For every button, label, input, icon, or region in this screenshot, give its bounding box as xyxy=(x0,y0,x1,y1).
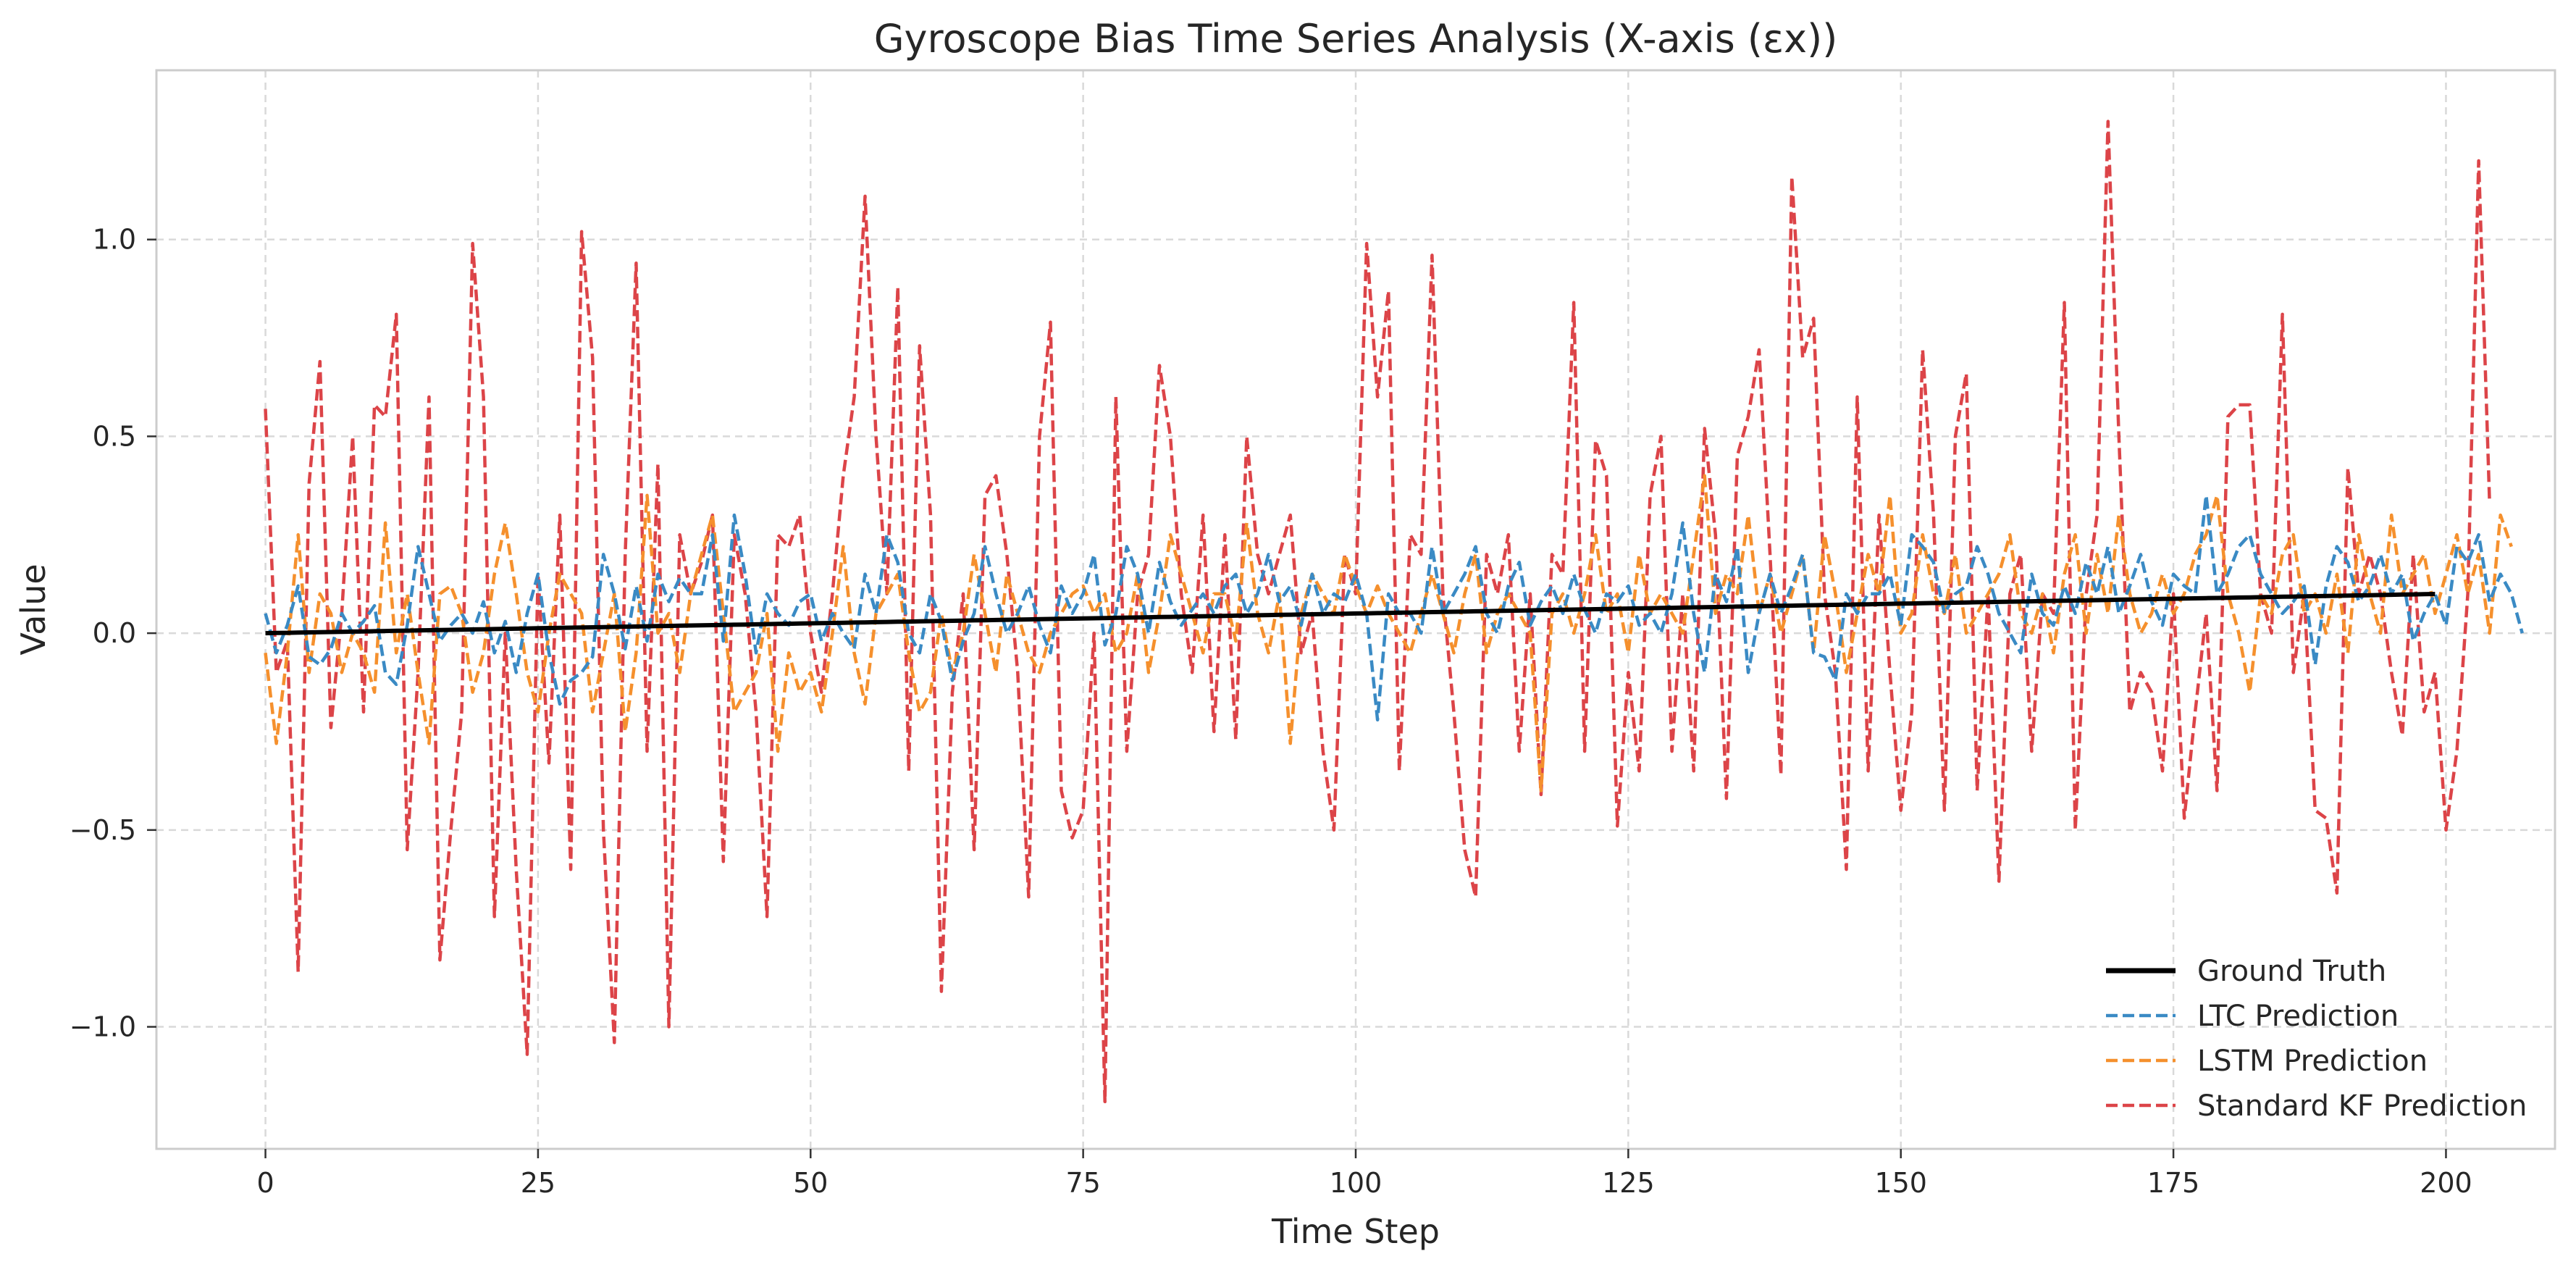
legend-label-lstm-prediction: LSTM Prediction xyxy=(2197,1045,2428,1078)
chart-title: Gyroscope Bias Time Series Analysis (X-a… xyxy=(874,16,1838,62)
y-tick-label: 1.0 xyxy=(93,224,136,256)
axis-ticks: 0 25 50 75 100 125 150 175 200 −1.0 −0.5 0.0 0.5 1.0 xyxy=(70,224,2472,1199)
plot-series xyxy=(264,120,2524,1104)
x-tick-label: 125 xyxy=(1602,1167,1655,1199)
x-tick-label: 50 xyxy=(793,1167,828,1199)
legend-label-standard-kf-prediction: Standard KF Prediction xyxy=(2197,1089,2527,1123)
x-axis-title: Time Step xyxy=(1271,1212,1440,1251)
y-tick-label: 0.0 xyxy=(93,617,136,649)
x-tick-label: 175 xyxy=(2147,1167,2200,1199)
x-tick-label: 150 xyxy=(1874,1167,1927,1199)
x-tick-label: 200 xyxy=(2420,1167,2472,1199)
y-axis-title: Value xyxy=(14,564,53,655)
y-tick-label: 0.5 xyxy=(93,420,136,452)
legend: Ground Truth LTC Prediction LSTM Predictio… xyxy=(2106,955,2527,1123)
series-line-ltc-prediction xyxy=(264,493,2524,721)
series-line-standard-kf-prediction xyxy=(264,120,2491,1104)
x-tick-label: 25 xyxy=(521,1167,555,1199)
legend-label-ltc-prediction: LTC Prediction xyxy=(2197,1000,2399,1033)
series-line-ground-truth xyxy=(265,592,2436,636)
legend-label-ground-truth: Ground Truth xyxy=(2197,955,2386,988)
y-tick-label: −1.0 xyxy=(70,1011,136,1043)
x-tick-label: 75 xyxy=(1065,1167,1100,1199)
x-tick-label: 100 xyxy=(1330,1167,1383,1199)
y-tick-label: −0.5 xyxy=(70,814,136,846)
x-tick-label: 0 xyxy=(256,1167,274,1199)
